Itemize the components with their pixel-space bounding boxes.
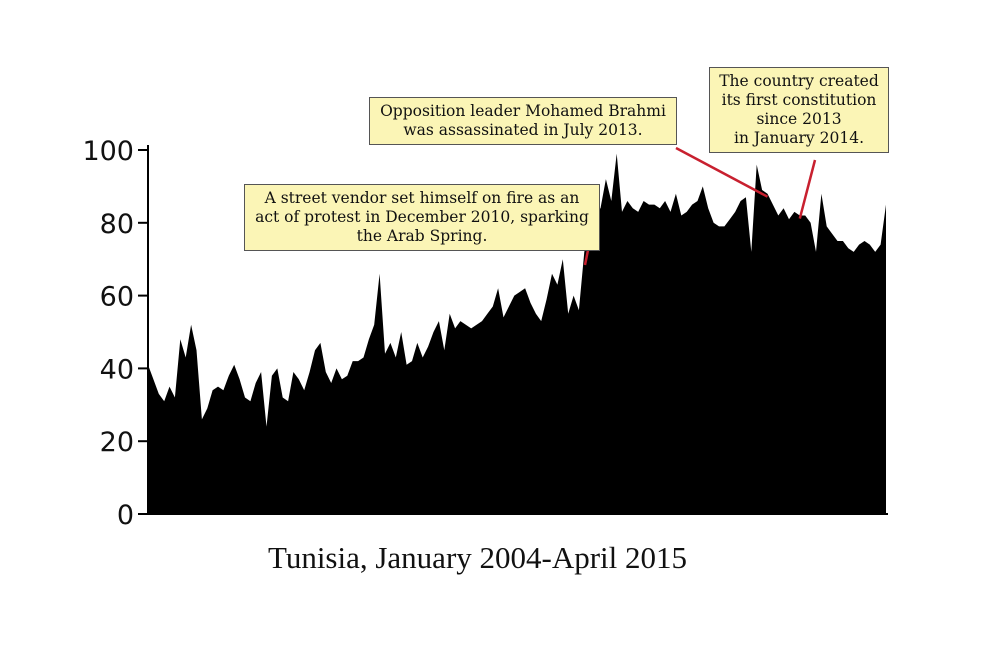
y-axis-ticks: 0 20 40 60 80 100 xyxy=(82,136,148,531)
y-tick-label: 20 xyxy=(100,427,134,458)
y-tick-label: 80 xyxy=(100,209,134,240)
chart-title: Tunisia, January 2004-April 2015 xyxy=(267,540,688,575)
y-tick-label: 40 xyxy=(100,354,134,385)
y-tick-label: 100 xyxy=(82,136,134,167)
annotation-constitution: The country created its first constituti… xyxy=(709,67,889,153)
annotation-leader-line xyxy=(675,146,769,198)
annotation-brahmi: Opposition leader Mohamed Brahmi was ass… xyxy=(369,97,677,145)
annotation-leader-line xyxy=(798,159,817,219)
y-tick-label: 0 xyxy=(117,500,134,531)
series-area xyxy=(148,153,886,514)
annotation-arab-spring: A street vendor set himself on fire as a… xyxy=(244,184,600,251)
y-tick-label: 60 xyxy=(100,282,134,313)
